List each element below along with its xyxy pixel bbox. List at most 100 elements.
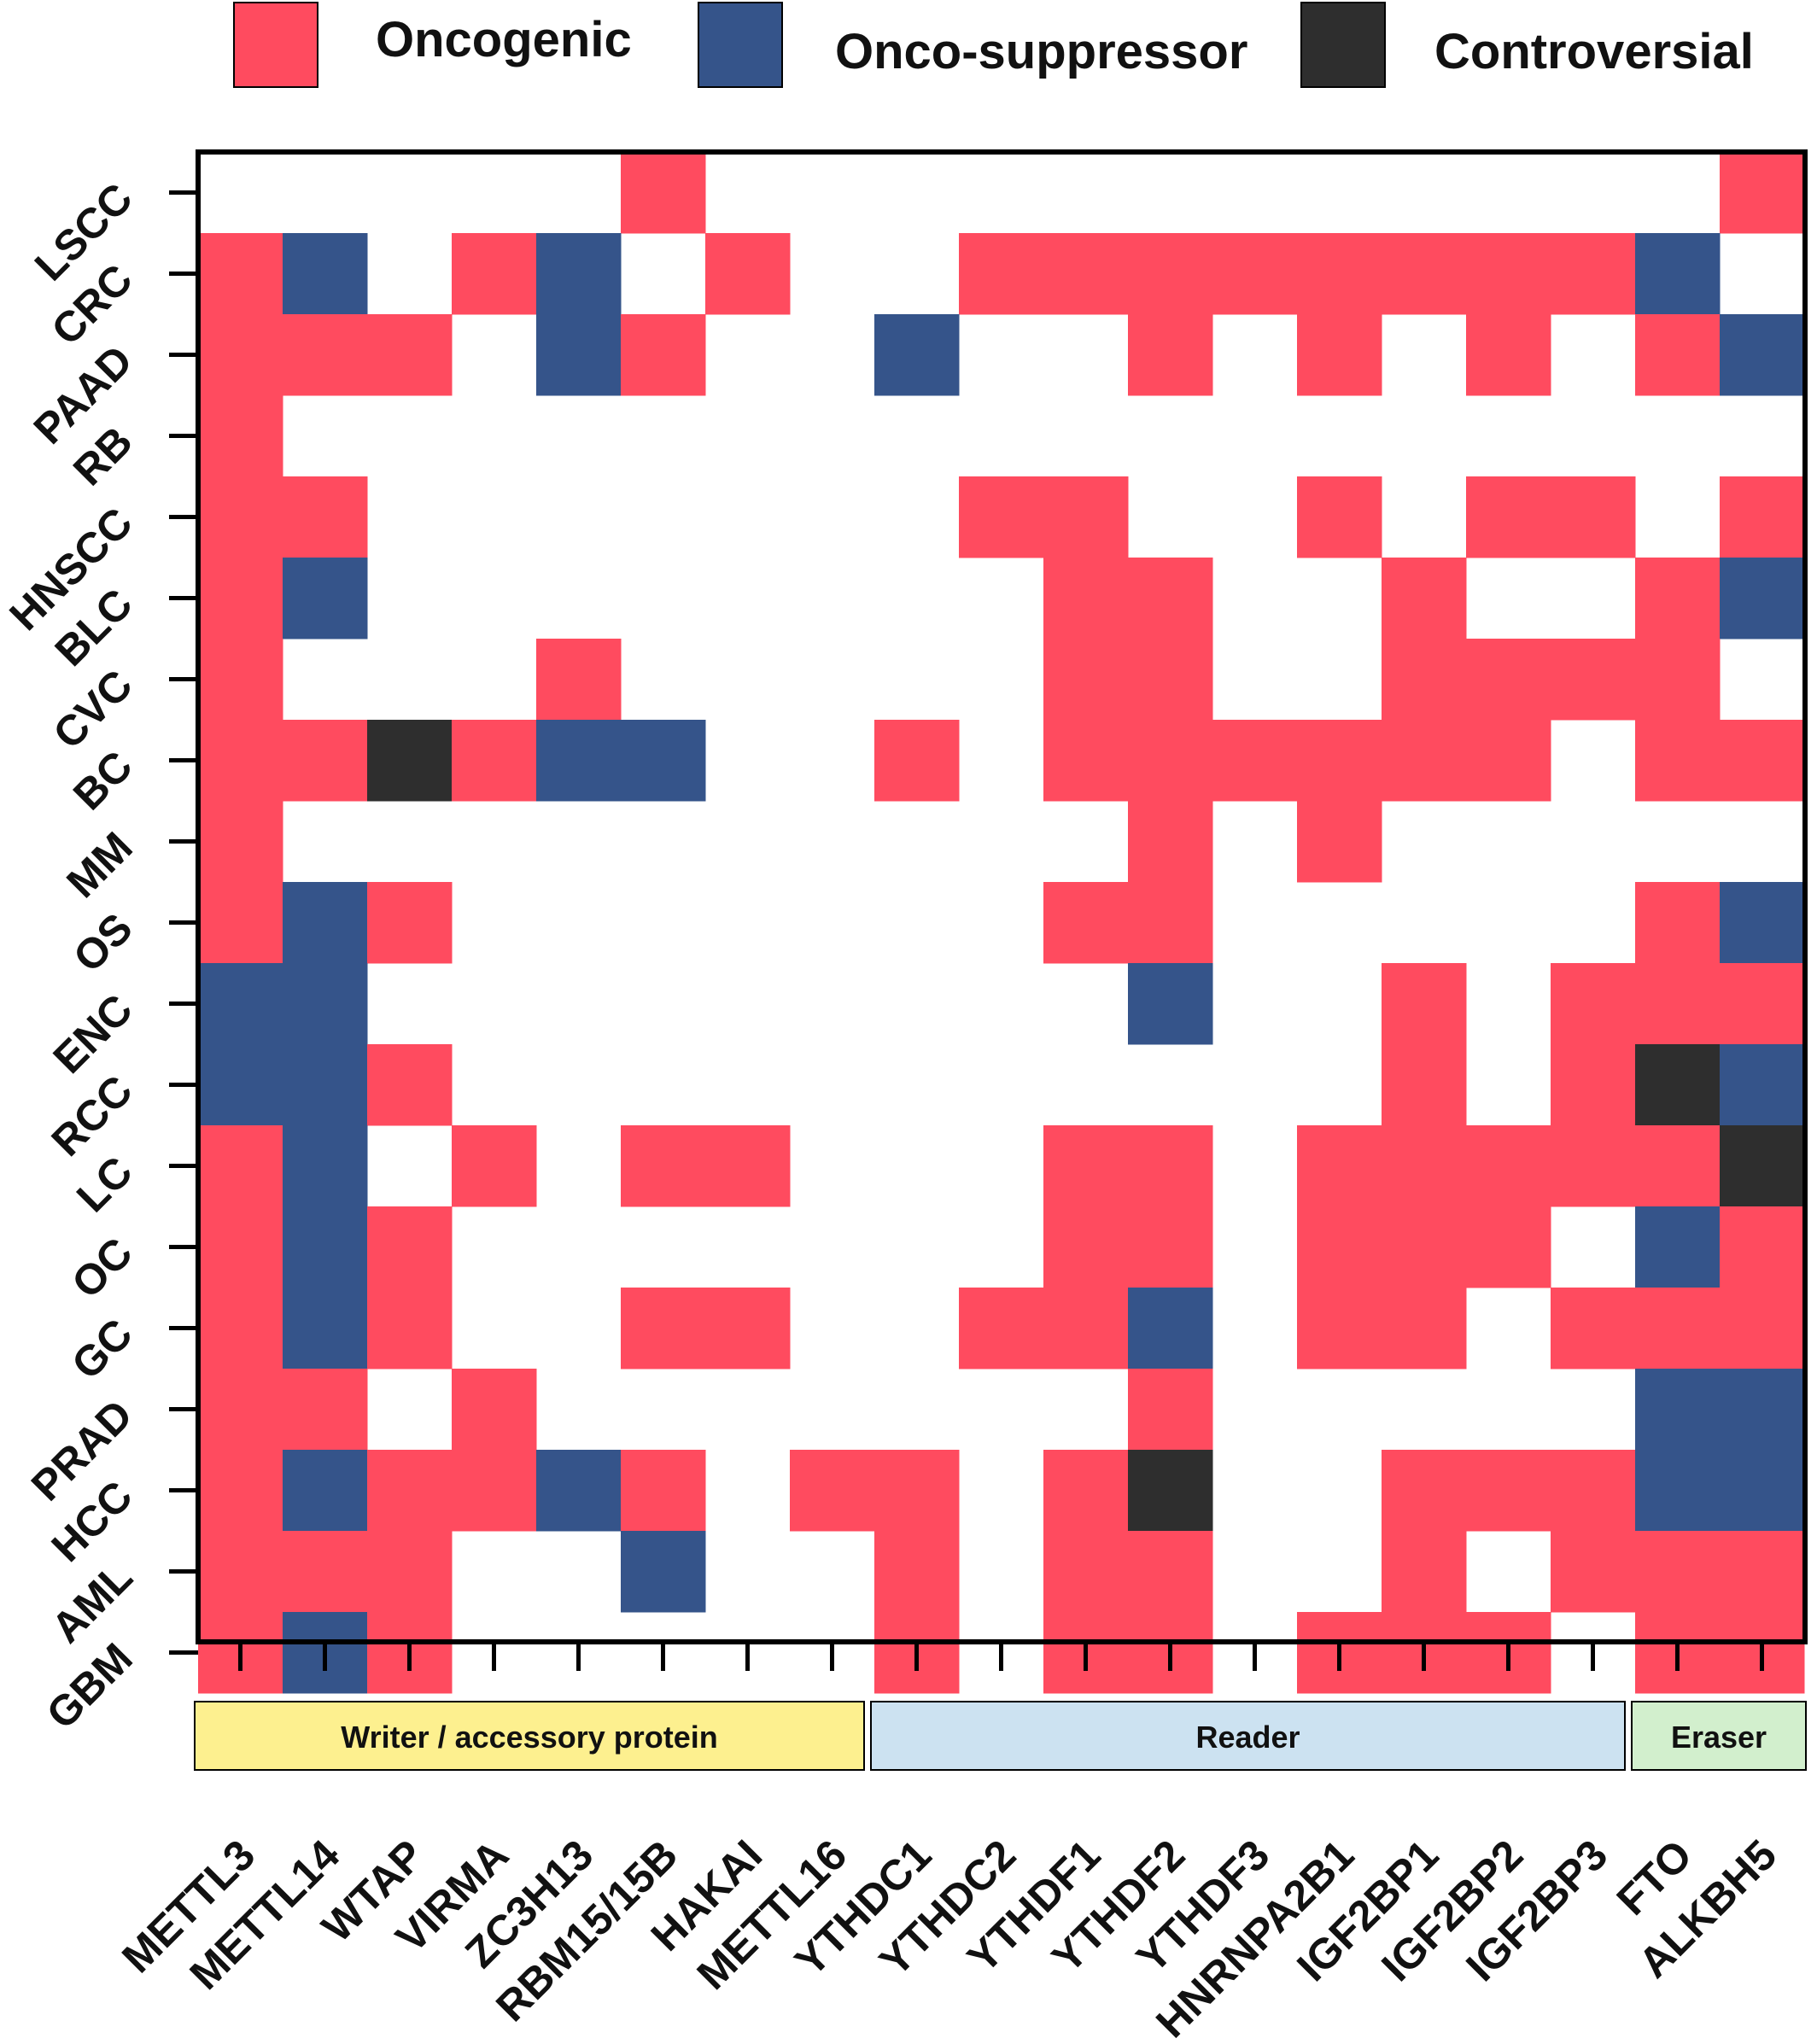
heatmap-cell <box>1382 1206 1467 1288</box>
heatmap-cell <box>1720 152 1805 234</box>
heatmap-cell <box>959 1288 1044 1369</box>
heatmap-cell <box>1128 882 1213 964</box>
heatmap-cell <box>705 1288 791 1369</box>
y-axis: LSCCCRCPAADRBHNSCCBLCCVCBCMMOSENCRCCLCOC… <box>0 174 198 1738</box>
heatmap-cell <box>1297 233 1382 315</box>
heatmap-cell <box>621 1531 706 1613</box>
heatmap-cell <box>198 1288 283 1369</box>
heatmap-cell <box>283 963 368 1045</box>
heatmap-cell <box>1128 801 1213 883</box>
heatmap-cell <box>1043 476 1129 558</box>
heatmap-cell <box>1635 1288 1721 1369</box>
heatmap-cell <box>367 1044 453 1126</box>
heatmap-cell <box>1635 720 1721 802</box>
heatmap-cell <box>1128 720 1213 802</box>
y-tick-label: OS <box>64 904 142 982</box>
heatmap-cell <box>1635 314 1721 396</box>
y-tick-label: ENC <box>44 985 142 1083</box>
heatmap-cell <box>1466 233 1551 315</box>
heatmap-cell <box>536 720 622 802</box>
heatmap-cell <box>621 1288 706 1369</box>
legend-label: Onco-suppressor <box>835 24 1247 79</box>
heatmap-cell <box>198 882 283 964</box>
heatmap-cell <box>1720 1450 1805 1532</box>
heatmap-cell <box>367 1206 453 1288</box>
heatmap-cell <box>198 1044 283 1126</box>
column-groups: Writer / accessory protein Reader Eraser <box>194 1701 1807 1771</box>
heatmap-cell <box>1382 1125 1467 1207</box>
heatmap-cell <box>1043 1125 1129 1207</box>
y-tick-label: MM <box>57 823 142 908</box>
heatmap-cell <box>1297 720 1382 802</box>
y-tick-label: AML <box>43 1553 142 1652</box>
heatmap-cell <box>1297 1288 1382 1369</box>
column-group-band <box>194 1701 865 1771</box>
heatmap-cell <box>1466 639 1551 721</box>
heatmap-cell <box>1635 1369 1721 1451</box>
heatmap-cell <box>198 314 283 396</box>
heatmap-cell <box>283 720 368 802</box>
heatmap-cell <box>198 558 283 639</box>
heatmap-cell <box>1551 1450 1636 1532</box>
heatmap-cell <box>1382 1288 1467 1369</box>
heatmap-cell <box>1720 963 1805 1045</box>
heatmap-cell <box>874 314 960 396</box>
heatmap-cell <box>1635 558 1721 639</box>
heatmap-cell <box>621 314 706 396</box>
heatmap-cell <box>1043 233 1129 315</box>
heatmap-cell <box>1720 720 1805 802</box>
y-tick-label: GC <box>62 1310 142 1389</box>
heatmap-cell <box>1720 1206 1805 1288</box>
heatmap-cell <box>1128 314 1213 396</box>
heatmap-cell <box>1043 1206 1129 1288</box>
heatmap-cell <box>1551 639 1636 721</box>
heatmap-cell <box>1212 233 1298 315</box>
legend: Oncogenic Onco-suppressor Controversial <box>233 2 1754 88</box>
y-tick-label: GBM <box>38 1634 142 1738</box>
heatmap-cell <box>198 801 283 883</box>
heatmap-cell <box>1382 720 1467 802</box>
heatmap-cell <box>705 1125 791 1207</box>
heatmap-cell <box>1635 963 1721 1045</box>
heatmap-cell <box>1128 639 1213 721</box>
heatmap-cell <box>1382 639 1467 721</box>
y-tick-label: CVC <box>44 661 142 758</box>
heatmap-cell <box>1635 1206 1721 1288</box>
heatmap-cell <box>1466 476 1551 558</box>
heatmap-cell <box>1382 1450 1467 1532</box>
heatmap-cell <box>452 1369 537 1451</box>
heatmap-cell <box>198 1450 283 1532</box>
heatmap-cell <box>1128 558 1213 639</box>
heatmap-cell <box>874 1531 960 1613</box>
heatmap-cell <box>874 1450 960 1532</box>
heatmap-cell <box>283 1044 368 1126</box>
heatmap-cell <box>621 1450 706 1532</box>
heatmap-cell <box>536 639 622 721</box>
legend-swatch <box>1300 2 1386 88</box>
heatmap-cell <box>1128 963 1213 1045</box>
heatmap-cell <box>452 233 537 315</box>
heatmap-cell <box>1635 1044 1721 1126</box>
heatmap-cell <box>1720 1288 1805 1369</box>
column-group-label: Eraser <box>1671 1720 1767 1755</box>
heatmap-cell <box>1551 963 1636 1045</box>
heatmap-cell <box>452 1450 537 1532</box>
column-group-label: Reader <box>1195 1720 1300 1755</box>
heatmap-cell <box>367 882 453 964</box>
heatmap-cell <box>283 314 368 396</box>
heatmap-cell <box>1720 476 1805 558</box>
heatmap-cell <box>283 1369 368 1451</box>
heatmap-cell <box>874 720 960 802</box>
heatmap-cell <box>536 233 622 315</box>
heatmap-cell <box>452 720 537 802</box>
heatmap-cell <box>198 963 283 1045</box>
heatmap-cell <box>198 1369 283 1451</box>
heatmap-cell <box>1128 1206 1213 1288</box>
heatmap-cell <box>1297 801 1382 883</box>
heatmap-cell <box>367 1288 453 1369</box>
heatmap-cell <box>1635 1450 1721 1532</box>
heatmap-cell <box>1466 1125 1551 1207</box>
heatmap-cell <box>1043 1450 1129 1532</box>
heatmap-cell <box>1551 476 1636 558</box>
heatmap-cell <box>1043 639 1129 721</box>
